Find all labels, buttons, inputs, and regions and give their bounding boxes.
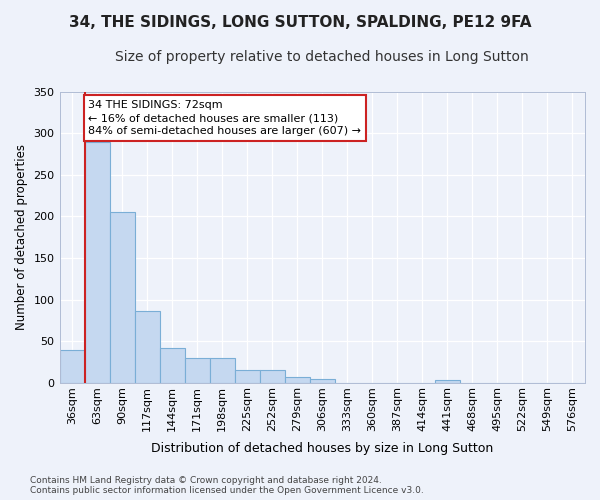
Bar — [160, 348, 185, 383]
Bar — [85, 142, 110, 383]
Bar — [110, 212, 134, 383]
Bar — [134, 310, 160, 383]
X-axis label: Distribution of detached houses by size in Long Sutton: Distribution of detached houses by size … — [151, 442, 493, 455]
Text: 34 THE SIDINGS: 72sqm
← 16% of detached houses are smaller (113)
84% of semi-det: 34 THE SIDINGS: 72sqm ← 16% of detached … — [88, 100, 361, 136]
Bar — [209, 358, 235, 383]
Title: Size of property relative to detached houses in Long Sutton: Size of property relative to detached ho… — [115, 50, 529, 64]
Text: Contains HM Land Registry data © Crown copyright and database right 2024.
Contai: Contains HM Land Registry data © Crown c… — [30, 476, 424, 495]
Bar — [435, 380, 460, 383]
Text: 34, THE SIDINGS, LONG SUTTON, SPALDING, PE12 9FA: 34, THE SIDINGS, LONG SUTTON, SPALDING, … — [69, 15, 531, 30]
Bar — [235, 370, 260, 383]
Bar — [310, 379, 335, 383]
Bar — [260, 370, 285, 383]
Bar — [59, 350, 85, 383]
Bar — [185, 358, 209, 383]
Bar — [285, 377, 310, 383]
Y-axis label: Number of detached properties: Number of detached properties — [15, 144, 28, 330]
